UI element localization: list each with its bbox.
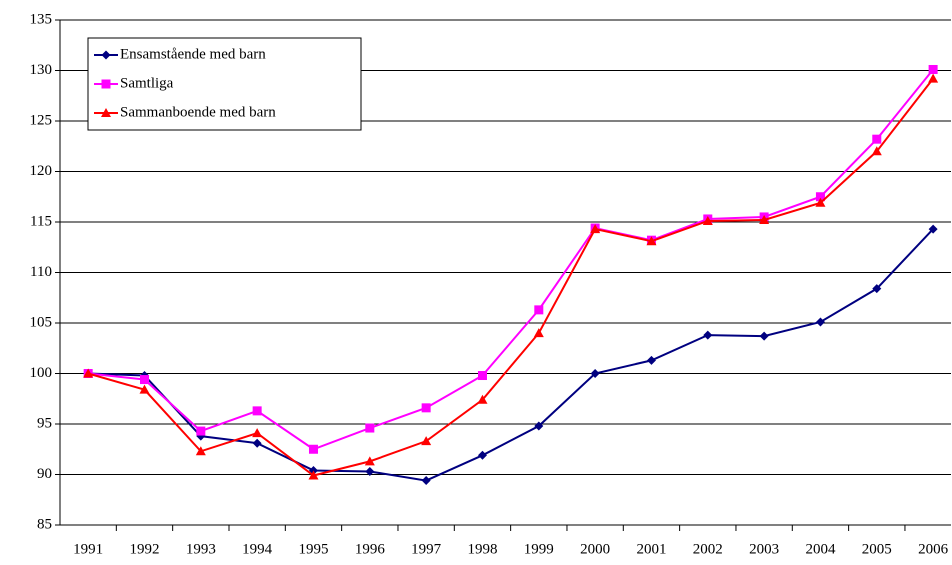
marker xyxy=(871,146,882,156)
y-tick-label: 85 xyxy=(37,516,52,532)
legend-box xyxy=(87,37,362,131)
marker xyxy=(365,466,375,476)
marker xyxy=(590,369,600,378)
marker xyxy=(196,426,206,436)
marker xyxy=(421,476,431,486)
marker xyxy=(421,436,432,446)
marker xyxy=(365,423,375,433)
marker xyxy=(534,305,544,315)
marker xyxy=(195,446,206,456)
y-tick-label: 115 xyxy=(30,213,52,229)
y-tick-label: 125 xyxy=(30,112,53,128)
marker xyxy=(872,134,882,144)
y-tick-label: 130 xyxy=(30,62,53,78)
x-tick-label: 1996 xyxy=(355,541,386,557)
marker xyxy=(101,108,111,117)
x-tick-label: 2004 xyxy=(805,541,836,557)
y-tick-label: 105 xyxy=(30,314,53,330)
marker xyxy=(364,456,375,466)
marker xyxy=(533,328,544,338)
marker xyxy=(759,214,770,224)
x-tick-label: 2003 xyxy=(749,541,779,557)
marker xyxy=(928,73,939,83)
x-tick-label: 2001 xyxy=(636,541,666,557)
x-tick-label: 2002 xyxy=(693,541,723,557)
marker xyxy=(815,197,826,207)
marker xyxy=(646,236,657,246)
marker xyxy=(477,394,488,404)
marker xyxy=(308,470,319,480)
marker xyxy=(759,331,769,341)
marker xyxy=(477,450,487,460)
marker xyxy=(815,317,825,327)
marker xyxy=(101,50,111,60)
legend-label: Ensamstående med barn xyxy=(120,46,266,62)
x-tick-label: 1991 xyxy=(73,541,103,557)
marker xyxy=(252,438,262,448)
x-tick-label: 1999 xyxy=(524,541,554,557)
x-tick-label: 1992 xyxy=(129,541,159,557)
y-tick-label: 95 xyxy=(37,415,52,431)
x-tick-label: 1997 xyxy=(411,541,442,557)
marker xyxy=(308,444,318,454)
marker xyxy=(83,368,94,378)
legend-label: Samtliga xyxy=(120,75,174,91)
x-tick-label: 2006 xyxy=(918,541,949,557)
marker xyxy=(815,192,825,202)
marker xyxy=(534,421,544,431)
marker xyxy=(421,403,431,413)
y-tick-label: 135 xyxy=(30,11,53,27)
marker xyxy=(252,406,262,416)
x-tick-label: 1995 xyxy=(298,541,328,557)
marker xyxy=(928,64,938,74)
series-line xyxy=(88,68,934,451)
legend: Ensamstående med barn Samtliga Sammanboend… xyxy=(87,37,362,131)
marker xyxy=(590,224,601,234)
x-tick-label: 2005 xyxy=(862,541,892,557)
marker xyxy=(139,375,149,385)
marker xyxy=(703,330,713,340)
y-tick-label: 120 xyxy=(30,163,53,179)
x-tick-label: 1993 xyxy=(186,541,216,557)
x-tick-label: 1998 xyxy=(467,541,497,557)
marker xyxy=(928,224,938,234)
legend-label: Sammanboende med barn xyxy=(120,104,276,120)
series-line xyxy=(87,77,934,477)
y-tick-label: 90 xyxy=(37,466,52,482)
marker xyxy=(139,384,150,394)
marker xyxy=(872,284,882,294)
x-tick-label: 1994 xyxy=(242,541,273,557)
marker xyxy=(702,215,713,225)
x-tick-label: 2000 xyxy=(580,541,610,557)
marker xyxy=(477,371,487,381)
marker xyxy=(101,79,111,89)
y-tick-label: 110 xyxy=(30,264,52,280)
y-tick-label: 100 xyxy=(30,365,53,381)
series-line xyxy=(88,228,934,482)
marker xyxy=(252,428,263,438)
marker xyxy=(646,355,656,365)
